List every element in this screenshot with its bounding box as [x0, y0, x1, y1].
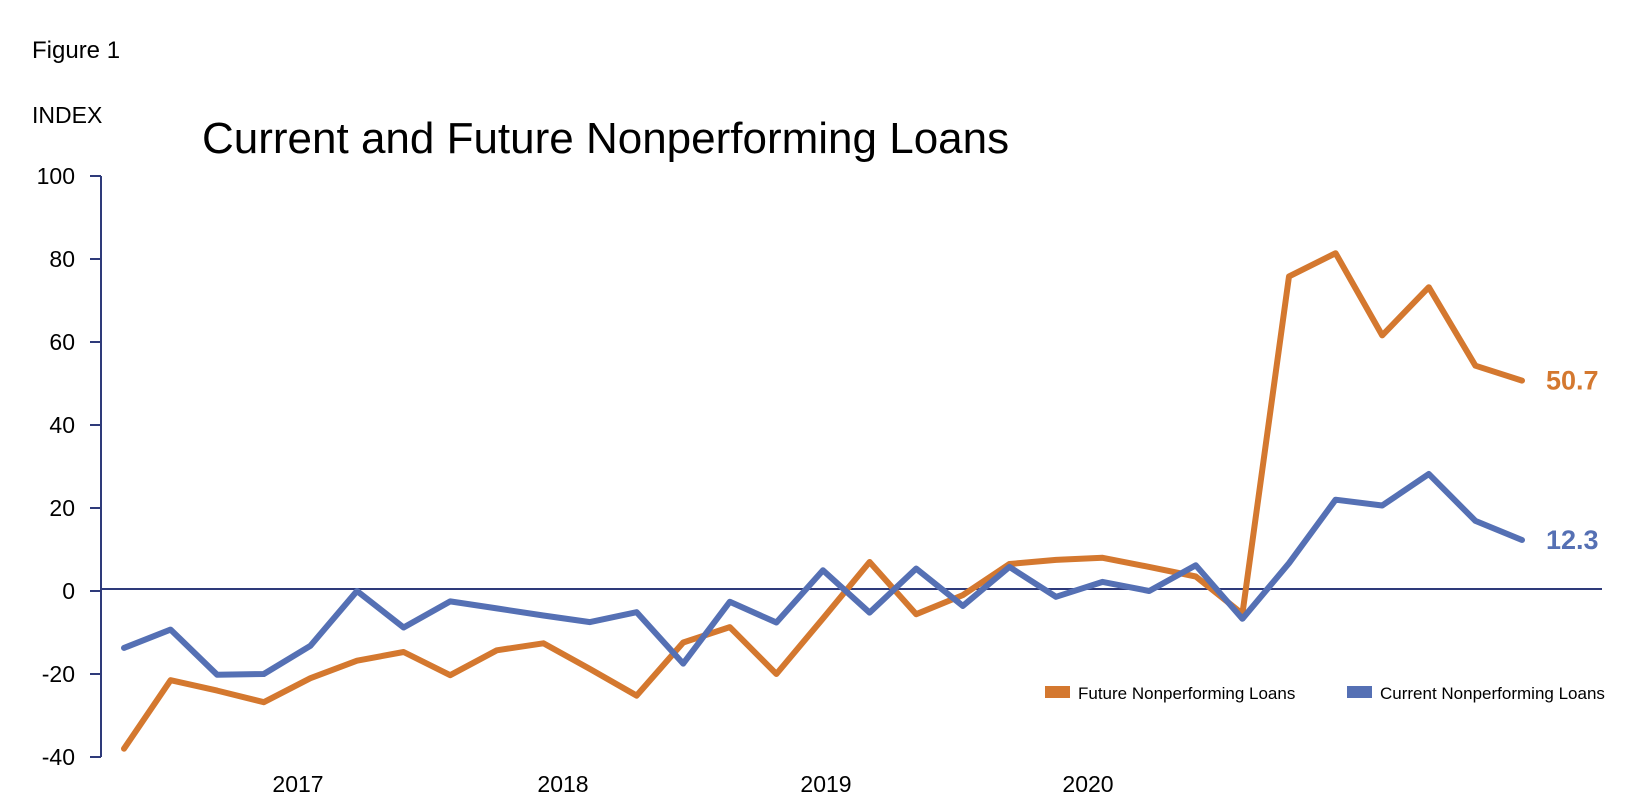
legend-swatch	[1045, 686, 1070, 698]
x-tick-label: 2018	[537, 771, 588, 797]
future-nonperforming-loans-line	[121, 250, 1525, 752]
x-tick-label: 2020	[1062, 771, 1113, 797]
y-axis-ticks: 100 80 60 40 20 0 -20 -40	[37, 163, 101, 770]
legend-label: Current Nonperforming Loans	[1380, 684, 1605, 703]
legend: Future Nonperforming Loans Current Nonper…	[1045, 684, 1605, 703]
y-axis-title: INDEX	[32, 102, 102, 128]
y-tick-label: 40	[49, 412, 75, 438]
y-tick-label: 60	[49, 329, 75, 355]
y-tick-label: 80	[49, 246, 75, 272]
y-tick-label: -40	[42, 744, 75, 770]
future-end-value-label: 50.7	[1546, 366, 1599, 396]
legend-label: Future Nonperforming Loans	[1078, 684, 1295, 703]
current-end-value-label: 12.3	[1546, 525, 1599, 555]
x-tick-label: 2017	[272, 771, 323, 797]
y-tick-label: 0	[62, 578, 75, 604]
series-layer	[121, 250, 1525, 752]
current-nonperforming-loans-line	[121, 471, 1525, 678]
figure-label: Figure 1	[32, 37, 120, 64]
y-tick-label: 20	[49, 495, 75, 521]
x-axis-ticks: 2017 2018 2019 2020	[272, 771, 1113, 797]
end-labels: 50.7 12.3	[1546, 366, 1599, 555]
y-tick-label: -20	[42, 661, 75, 687]
legend-swatch	[1347, 686, 1372, 698]
x-tick-label: 2019	[800, 771, 851, 797]
y-tick-label: 100	[37, 163, 75, 189]
chart-title: Current and Future Nonperforming Loans	[202, 114, 1009, 163]
